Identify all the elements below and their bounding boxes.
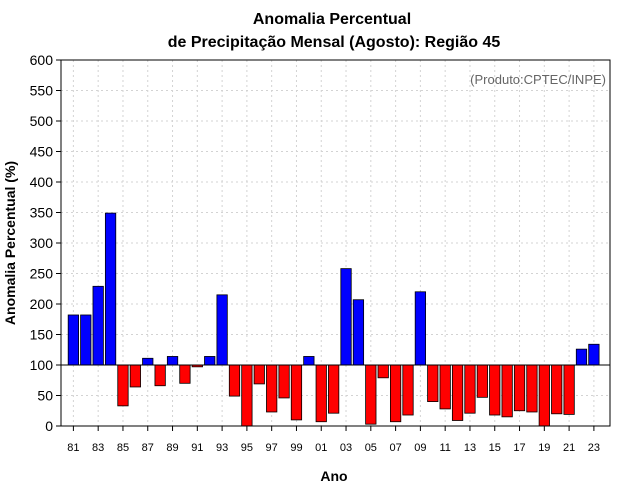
x-tick-label: 17 [513, 442, 525, 454]
x-tick-label: 93 [216, 442, 228, 454]
bar-98 [278, 364, 290, 399]
x-tick-label: 11 [439, 442, 450, 454]
chart-title-line1: Anomalia Percentual [253, 11, 411, 28]
y-tick-label: 600 [30, 52, 54, 68]
bar-16 [501, 364, 513, 418]
x-tick-label: 89 [166, 442, 178, 454]
bar-09 [414, 291, 426, 366]
bar-21 [563, 364, 575, 415]
bar-12 [451, 364, 464, 421]
bar-04 [352, 299, 365, 366]
bar-00 [303, 356, 315, 366]
bar-06 [377, 364, 389, 379]
x-tick-label: 15 [489, 442, 501, 454]
bar-94 [228, 364, 241, 397]
bar-85 [117, 364, 129, 407]
x-tick-label: 99 [290, 442, 302, 454]
y-tick-label: 100 [30, 357, 54, 373]
chart-title-line2: de Precipitação Mensal (Agosto): Região … [168, 34, 501, 51]
x-tick-label: 21 [563, 442, 575, 454]
bar-83 [92, 285, 104, 366]
x-tick-label: 01 [315, 442, 327, 454]
bar-20 [551, 364, 563, 415]
x-axis-label: Ano [320, 468, 347, 484]
bar-15 [489, 364, 501, 416]
bar-03 [340, 268, 352, 366]
bar-84 [104, 212, 117, 366]
x-tick-label: 03 [340, 442, 352, 454]
x-tick-label: 91 [191, 442, 203, 454]
bar-14 [476, 364, 488, 398]
x-tick-label: 83 [92, 442, 104, 454]
x-axis: 81 83 85 87 89 91 93 95 97 99 01 03 05 07 09 11 13 15 17 19… [67, 426, 600, 454]
bar-86 [129, 364, 141, 388]
bar-87 [142, 357, 154, 366]
bar-92 [204, 356, 216, 366]
y-tick-label: 450 [30, 144, 54, 160]
y-tick-label: 0 [45, 418, 53, 434]
y-axis-label: Anomalia Percentual (%) [2, 161, 18, 325]
y-tick-label: 250 [30, 266, 54, 282]
bar-05 [365, 364, 377, 425]
bar-11 [439, 364, 451, 410]
y-tick-label: 300 [30, 235, 54, 251]
bar-93 [216, 294, 228, 366]
bar-22 [575, 348, 588, 366]
bar-07 [389, 364, 402, 423]
bar-10 [427, 364, 439, 402]
bar-18 [526, 364, 538, 413]
x-tick-label: 05 [365, 442, 377, 454]
x-tick-label: 81 [67, 442, 79, 454]
bar-99 [290, 364, 303, 421]
bar-82 [80, 314, 92, 366]
x-tick-label: 07 [389, 442, 401, 454]
bar-89 [166, 356, 179, 366]
x-tick-label: 09 [414, 442, 426, 454]
x-tick-label: 97 [266, 442, 278, 454]
y-axis: 0 50 100 150 200 250 300 350 400 450 500 550 600 [30, 52, 61, 434]
bar-95 [241, 364, 253, 427]
y-tick-label: 50 [37, 388, 53, 404]
x-tick-label: 23 [588, 442, 600, 454]
bar-08 [402, 364, 414, 416]
x-tick-label: 19 [538, 442, 550, 454]
bar-90 [179, 364, 191, 384]
bar-23 [588, 343, 600, 366]
y-tick-label: 550 [30, 83, 54, 99]
y-tick-label: 400 [30, 174, 54, 190]
bar-97 [266, 364, 278, 413]
x-tick-label: 87 [142, 442, 154, 454]
x-tick-label: 85 [117, 442, 129, 454]
y-tick-label: 200 [30, 296, 54, 312]
bar-17 [513, 364, 526, 412]
y-tick-label: 350 [30, 205, 54, 221]
x-tick-label: 13 [464, 442, 476, 454]
bars [67, 212, 600, 427]
credit-text: (Produto:CPTEC/INPE) [470, 72, 606, 87]
bar-96 [253, 364, 265, 385]
bar-02 [328, 364, 340, 414]
bar-88 [154, 364, 166, 387]
bar-01 [315, 364, 327, 423]
x-tick-label: 95 [241, 442, 253, 454]
bar-81 [67, 314, 79, 366]
y-tick-label: 500 [30, 113, 54, 129]
y-tick-label: 150 [30, 327, 54, 343]
bar-13 [464, 364, 476, 414]
bar-19 [538, 364, 550, 427]
